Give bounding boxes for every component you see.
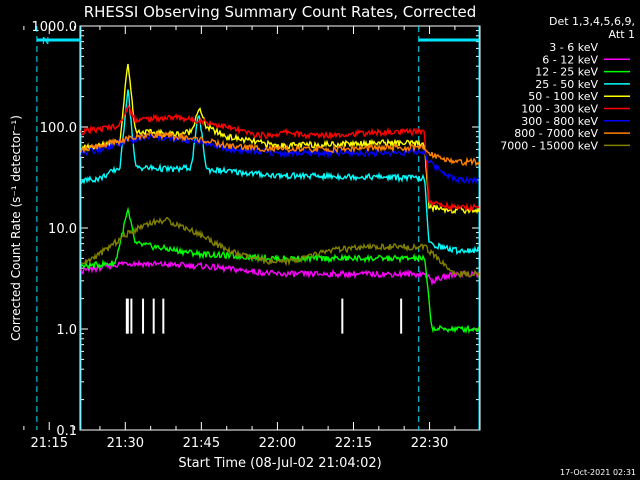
series-line-25-50keV [80,89,480,256]
footer-timestamp: 17-Oct-2021 02:31 [560,468,636,477]
legend-entry-label: 800 - 7000 keV [514,127,598,140]
legend-entry-label: 3 - 6 keV [549,41,598,54]
legend-header-line-1: Det 1,3,4,5,6,9, [549,15,635,28]
x-tick-label: 21:45 [183,436,220,451]
legend-entry-label: 6 - 12 keV [542,53,598,66]
x-tick-label: 22:00 [259,436,296,451]
y-tick-label: 0.1 [56,424,77,439]
y-tick-label: 1.0 [56,323,77,338]
legend-entry-label: 12 - 25 keV [535,66,598,79]
legend-header-line-2: Att 1 [609,28,635,41]
x-tick-label: 21:30 [107,436,144,451]
series-line-100-300keV [80,103,480,212]
legend-entry-label: 7000 - 15000 keV [500,139,598,152]
chart-title: RHESSI Observing Summary Count Rates, Co… [84,3,477,21]
series-line-800-7000keV [80,129,480,167]
legend-entry-label: 25 - 50 keV [535,78,598,91]
y-tick-label: 1000.0 [32,20,78,35]
series-line-6-12keV [80,259,480,287]
x-axis-label: Start Time (08-Jul-02 21:04:02) [178,456,381,471]
y-axis-label: Corrected Count Rate (s⁻¹ detector⁻¹) [9,115,23,341]
series-line-7000-15000keV [80,216,480,279]
legend-entry-label: 300 - 800 keV [521,115,598,128]
x-tick-label: 22:15 [335,436,372,451]
legend-entry-label: 100 - 300 keV [521,103,598,116]
x-tick-label: 22:30 [411,436,448,451]
series-line-300-800keV [80,133,480,186]
y-tick-label: 10.0 [48,222,77,237]
legend-entry-label: 50 - 100 keV [528,90,598,103]
night-label: N [42,36,49,47]
y-tick-label: 100.0 [40,121,77,136]
x-tick-label: 21:15 [31,436,68,451]
